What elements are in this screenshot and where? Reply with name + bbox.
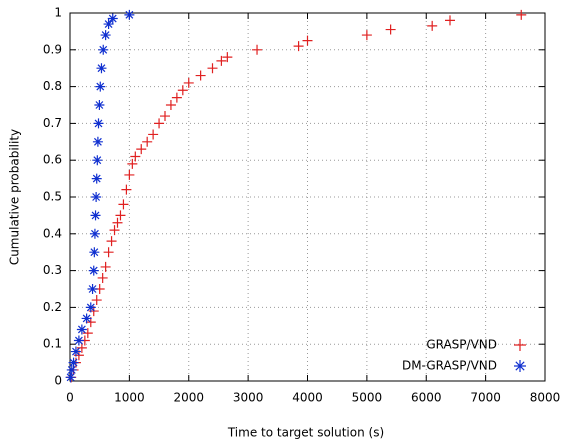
point	[216, 55, 227, 66]
x-tick-label: 0	[66, 391, 74, 405]
point	[90, 210, 101, 221]
point	[207, 63, 218, 74]
point	[183, 77, 194, 88]
x-axis-label: Time to target solution (s)	[227, 426, 384, 440]
y-tick-label: 0.5	[43, 190, 62, 204]
point	[127, 158, 138, 169]
point	[94, 100, 105, 110]
point	[177, 85, 188, 96]
point	[115, 210, 126, 221]
y-tick-label: 0.2	[43, 300, 62, 314]
y-tick-label: 0.7	[43, 116, 62, 130]
point	[112, 217, 123, 228]
point	[124, 9, 135, 20]
point	[70, 346, 81, 357]
y-tick-label: 0.9	[43, 42, 62, 56]
legend-label: DM-GRASP/VND	[402, 359, 497, 373]
point	[171, 92, 182, 103]
y-tick-label: 0.8	[43, 79, 62, 93]
point	[96, 63, 107, 74]
point	[65, 372, 76, 383]
point	[91, 173, 102, 184]
y-tick-label: 0.3	[43, 263, 62, 277]
point	[91, 295, 102, 306]
point	[88, 265, 99, 276]
point	[445, 15, 455, 26]
point	[103, 247, 114, 258]
point	[106, 236, 117, 247]
point	[148, 129, 159, 140]
y-tick-label: 0.1	[43, 337, 62, 351]
y-tick-label: 0	[54, 374, 62, 388]
point	[142, 136, 153, 147]
point	[195, 70, 206, 81]
point	[66, 364, 77, 375]
point	[118, 199, 129, 210]
point	[82, 328, 93, 339]
y-tick-label: 0.4	[43, 226, 62, 240]
x-tick-label: 4000	[292, 391, 323, 405]
point	[222, 52, 233, 63]
x-tick-label: 5000	[352, 391, 383, 405]
point	[81, 313, 92, 324]
y-axis-label: Cumulative probability	[8, 129, 22, 265]
legend-marker	[514, 339, 526, 351]
x-tick-label: 3000	[233, 391, 264, 405]
point	[136, 144, 147, 155]
point	[124, 169, 135, 180]
x-tick-label: 8000	[530, 391, 561, 405]
x-tick-label: 2000	[173, 391, 204, 405]
point	[121, 184, 132, 195]
x-tick-label: 1000	[114, 391, 145, 405]
point	[516, 9, 527, 20]
y-tick-label: 0.6	[43, 153, 62, 167]
point	[361, 30, 372, 41]
point	[109, 225, 120, 236]
point	[427, 20, 438, 31]
point	[154, 118, 165, 129]
legend-marker	[514, 360, 526, 372]
legend-label: GRASP/VND	[426, 338, 497, 352]
point	[293, 41, 304, 52]
point	[76, 342, 87, 353]
point	[107, 13, 118, 24]
point	[76, 324, 87, 335]
point	[73, 335, 84, 346]
point	[89, 247, 100, 258]
x-tick-label: 6000	[411, 391, 442, 405]
x-tick-label: 7000	[470, 391, 501, 405]
point	[68, 357, 79, 368]
point	[385, 24, 396, 35]
point	[95, 81, 106, 92]
point	[85, 302, 96, 313]
point	[92, 136, 103, 147]
point	[97, 272, 108, 283]
point	[93, 118, 104, 129]
point	[92, 155, 103, 166]
point	[91, 192, 102, 202]
point	[89, 228, 100, 239]
y-tick-label: 1	[54, 6, 62, 20]
plot-frame	[69, 12, 546, 382]
point	[130, 151, 141, 162]
point	[160, 111, 170, 122]
point	[302, 35, 313, 46]
point	[165, 100, 176, 110]
point	[98, 44, 109, 55]
point	[87, 284, 98, 294]
point	[100, 261, 111, 272]
point	[100, 30, 111, 41]
point	[103, 19, 114, 30]
point	[252, 44, 263, 55]
